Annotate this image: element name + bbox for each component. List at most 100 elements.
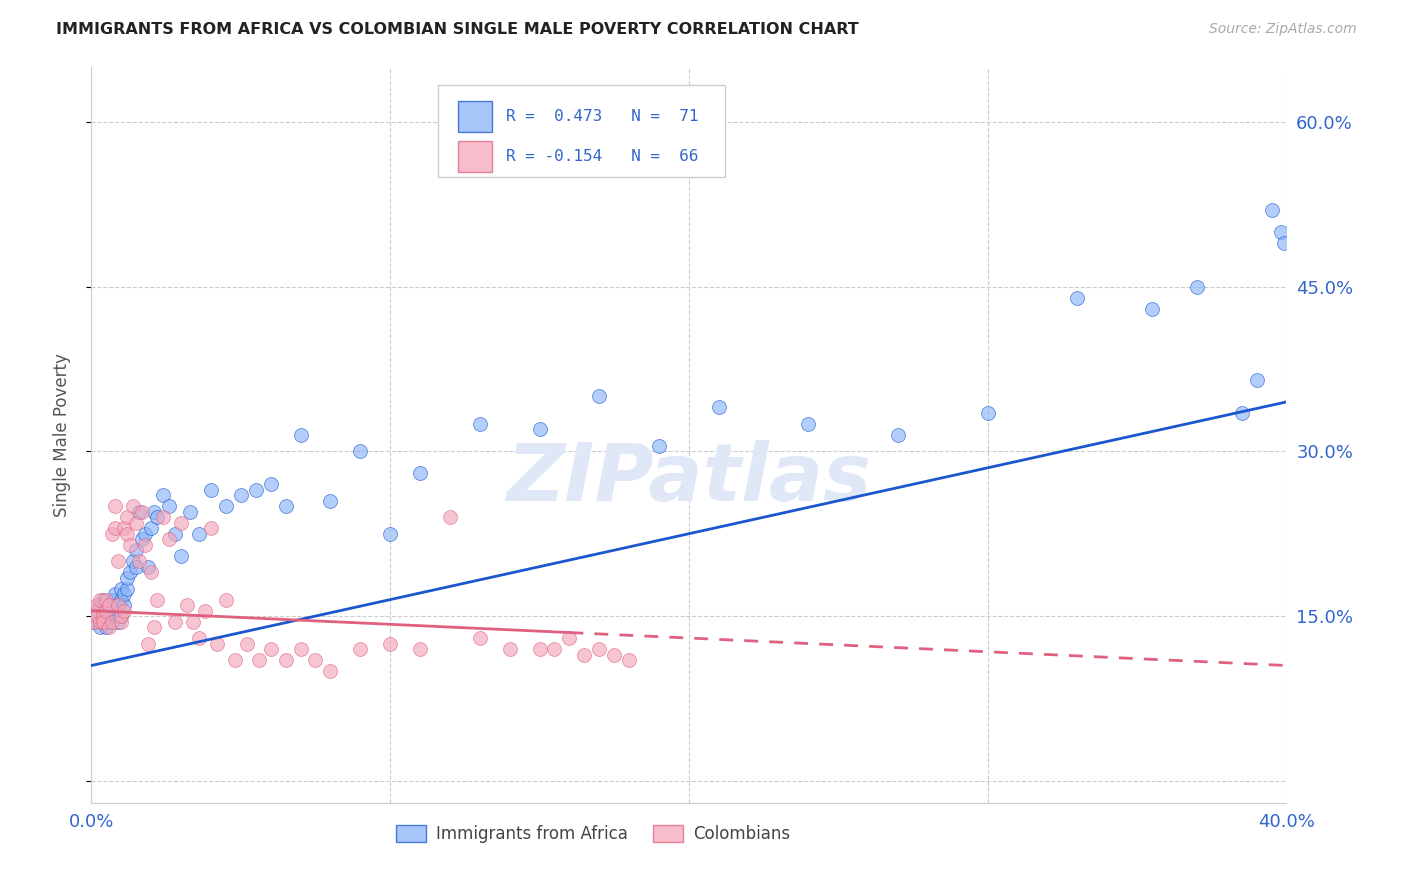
Point <box>179 505 201 519</box>
Point <box>101 526 124 541</box>
Point <box>110 582 132 596</box>
Point <box>134 538 156 552</box>
Point <box>128 505 150 519</box>
Point <box>122 500 145 514</box>
Bar <box>458 141 492 172</box>
Point <box>349 444 371 458</box>
Point <box>101 592 124 607</box>
Point <box>797 417 820 431</box>
Point <box>274 500 297 514</box>
Point <box>163 615 186 629</box>
Point <box>110 609 132 624</box>
Point <box>115 582 138 596</box>
Point <box>93 615 115 629</box>
Point <box>194 604 217 618</box>
Point <box>136 559 159 574</box>
Point <box>96 615 118 629</box>
Point <box>93 609 115 624</box>
Point <box>96 604 118 618</box>
Point <box>143 505 166 519</box>
Point <box>619 653 641 667</box>
Point <box>86 609 108 624</box>
Point <box>107 615 129 629</box>
Point <box>104 500 127 514</box>
Point <box>588 642 610 657</box>
Point <box>409 642 432 657</box>
Point <box>112 598 135 612</box>
Point <box>468 631 491 645</box>
Point <box>529 422 551 436</box>
Point <box>122 554 145 568</box>
Point <box>247 653 270 667</box>
Point <box>603 648 626 662</box>
Point <box>83 615 105 629</box>
Text: R = -0.154   N =  66: R = -0.154 N = 66 <box>506 149 699 164</box>
Point <box>543 642 565 657</box>
Point <box>200 483 222 497</box>
Point <box>1066 291 1088 305</box>
Point <box>107 598 129 612</box>
Point <box>887 428 910 442</box>
Point <box>163 526 186 541</box>
Point <box>176 598 198 612</box>
Point <box>648 439 671 453</box>
Point <box>468 417 491 431</box>
Point <box>110 609 132 624</box>
Point <box>157 500 180 514</box>
Point <box>96 620 118 634</box>
Bar <box>458 101 492 131</box>
Point <box>104 587 127 601</box>
Point <box>107 598 129 612</box>
Point <box>409 467 432 481</box>
Point <box>1272 235 1295 250</box>
Point <box>205 636 228 650</box>
Point <box>290 428 312 442</box>
Point <box>558 631 581 645</box>
Point <box>215 592 238 607</box>
Point <box>89 615 111 629</box>
Point <box>574 648 596 662</box>
Point <box>1246 373 1268 387</box>
Point <box>86 609 108 624</box>
Point <box>96 592 118 607</box>
Point <box>110 592 132 607</box>
Point <box>229 488 252 502</box>
Point <box>98 598 121 612</box>
Point <box>274 653 297 667</box>
Point <box>1230 406 1253 420</box>
Point <box>181 615 204 629</box>
Point <box>86 598 108 612</box>
Point <box>98 620 121 634</box>
Point <box>976 406 998 420</box>
Point <box>224 653 246 667</box>
Point <box>499 642 522 657</box>
Point <box>89 592 111 607</box>
Point <box>380 636 402 650</box>
Point <box>200 521 222 535</box>
Point <box>89 620 111 634</box>
Point <box>188 631 211 645</box>
Point <box>215 500 238 514</box>
Point <box>290 642 312 657</box>
Text: Source: ZipAtlas.com: Source: ZipAtlas.com <box>1209 22 1357 37</box>
Point <box>136 636 159 650</box>
Point <box>588 389 610 403</box>
Point <box>86 604 108 618</box>
Point <box>319 493 342 508</box>
Point <box>120 538 142 552</box>
Point <box>349 642 371 657</box>
Point <box>96 604 118 618</box>
Point <box>120 565 142 579</box>
Point <box>146 592 169 607</box>
Point <box>93 592 115 607</box>
Point <box>1260 202 1282 217</box>
Point <box>104 609 127 624</box>
Point <box>152 488 174 502</box>
Point <box>131 532 153 546</box>
Point <box>188 526 211 541</box>
Point <box>128 554 150 568</box>
Point <box>245 483 267 497</box>
Point <box>125 516 148 530</box>
Point <box>707 401 730 415</box>
Point <box>1270 225 1292 239</box>
